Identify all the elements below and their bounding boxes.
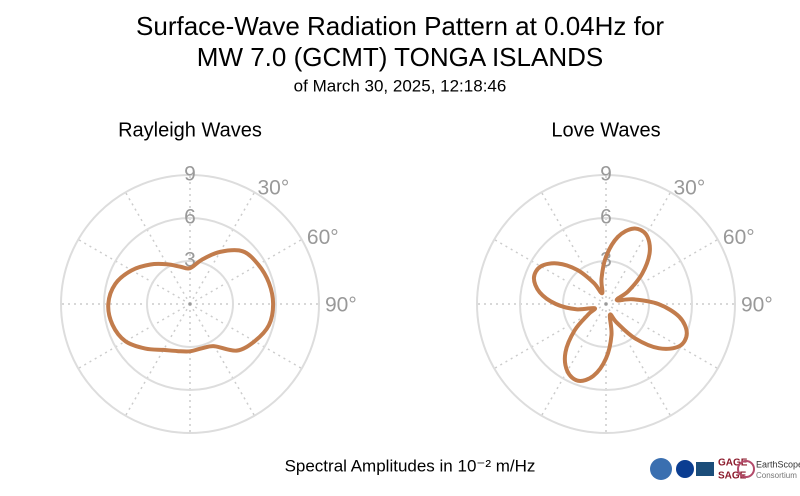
radial-grid-line	[77, 238, 191, 305]
theta-tick-label: 30°	[258, 177, 290, 200]
logo-icon	[696, 462, 714, 476]
radial-grid-circle	[60, 174, 320, 434]
radial-grid-line	[189, 191, 256, 305]
pattern-line	[531, 226, 689, 383]
radial-grid-line	[493, 238, 607, 305]
title-line: Surface-Wave Radiation Pattern at 0.04Hz…	[136, 11, 664, 41]
radial-grid-line	[189, 303, 256, 417]
chart-title: Rayleigh Waves	[118, 119, 262, 141]
axis-label: Spectral Amplitudes in 10⁻² m/Hz	[285, 456, 536, 475]
logo-icon	[676, 460, 694, 478]
radial-grid-line	[124, 191, 191, 305]
logo-icon	[650, 458, 672, 480]
logo-text: GAGE	[718, 458, 748, 469]
subtitle: of March 30, 2025, 12:18:46	[294, 76, 507, 95]
radial-grid-line	[540, 303, 607, 417]
center-dot	[604, 302, 608, 306]
r-tick-label: 9	[600, 163, 612, 186]
logos: GAGE SAGE EarthScope Consortium	[650, 458, 800, 482]
r-tick-label: 9	[184, 163, 196, 186]
logo-text: Consortium	[756, 471, 797, 480]
radial-grid-circle	[146, 260, 234, 348]
radial-grid-line	[605, 191, 672, 305]
title-line: MW 7.0 (GCMT) TONGA ISLANDS	[197, 42, 603, 72]
radial-grid-circle	[519, 217, 693, 391]
r-tick-label: 6	[184, 206, 196, 229]
chart-title: Love Waves	[551, 119, 660, 141]
theta-tick-label: 30°	[674, 177, 706, 200]
r-tick-label: 3	[184, 249, 196, 272]
radial-grid-line	[605, 303, 719, 370]
radial-grid-circle	[103, 217, 277, 391]
center-dot	[188, 302, 192, 306]
radial-grid-line	[189, 238, 303, 305]
radial-grid-line	[189, 303, 303, 370]
theta-tick-label: 90°	[325, 294, 357, 317]
theta-tick-label: 90°	[741, 294, 773, 317]
radial-grid-circle	[476, 174, 736, 434]
logo-text: SAGE	[718, 471, 747, 482]
theta-tick-label: 60°	[723, 226, 755, 249]
pattern-line	[106, 248, 276, 354]
logo-text: EarthScope	[756, 459, 800, 469]
radial-grid-line	[124, 303, 191, 417]
theta-tick-label: 60°	[307, 226, 339, 249]
logo-icon	[737, 460, 755, 478]
radial-grid-line	[77, 303, 191, 370]
r-tick-label: 6	[600, 206, 612, 229]
